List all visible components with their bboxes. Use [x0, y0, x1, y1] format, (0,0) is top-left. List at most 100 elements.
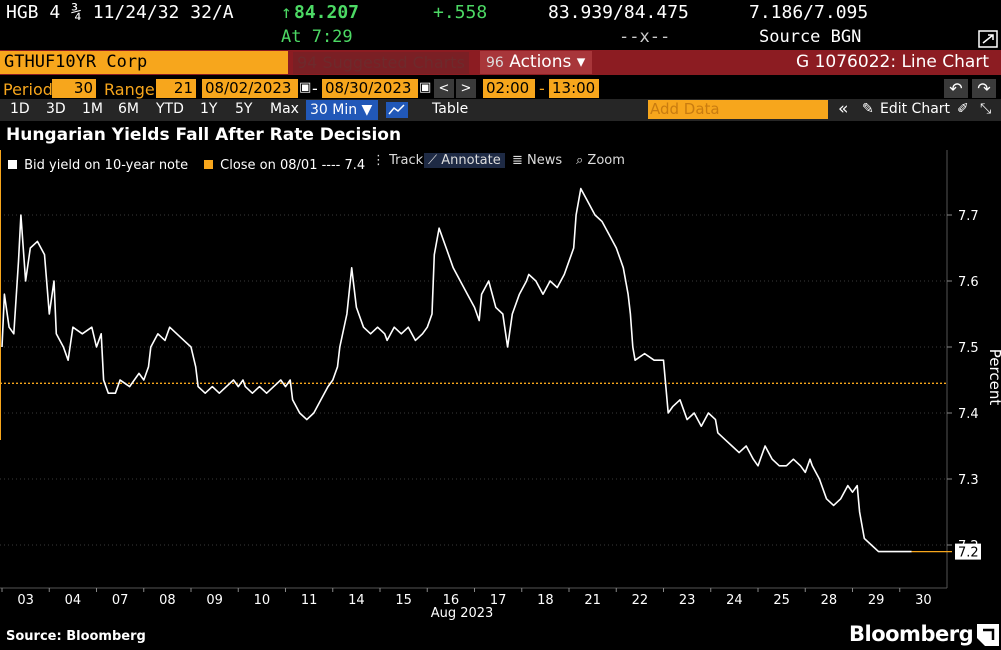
start-time-field[interactable]: 02:00 — [483, 79, 535, 98]
add-data-input[interactable]: Add Data — [648, 100, 828, 119]
period-field[interactable]: 30 — [52, 79, 96, 98]
news-icon: ≣ — [512, 153, 523, 168]
x-tick-label: 09 — [206, 593, 223, 608]
timeframe-1y[interactable]: 1Y — [200, 101, 218, 117]
edit-chart-button[interactable]: Edit Chart — [880, 101, 951, 117]
last-value-label: 7.2 — [958, 546, 979, 561]
zoom-button[interactable]: ⌕ Zoom — [576, 153, 625, 168]
start-date-field[interactable]: 08/02/2023 — [202, 79, 298, 98]
range-field[interactable]: 21 — [156, 79, 196, 98]
function-title: G 1076022: Line Chart — [796, 52, 989, 72]
track-button[interactable]: ⋮ Track — [372, 153, 423, 168]
zoom-icon: ⌕ — [576, 153, 584, 168]
x-tick-label: 17 — [490, 593, 507, 608]
x-tick-label: 25 — [773, 593, 790, 608]
controls-bar: Period 30 Range 21 08/02/2023 ▣ - 08/30/… — [0, 78, 1001, 100]
legend-item-close[interactable]: Close on 08/01 ---- 7.4 — [204, 158, 365, 173]
suggested-charts-button[interactable]: 94 Suggested Charts — [293, 52, 469, 74]
interval-dropdown[interactable]: 30 Min ▼ — [306, 100, 378, 120]
collapse-icon[interactable]: « — [838, 99, 849, 119]
quote-header: HGB 4 ¾ 11/24/32 32/A ↑ 84.207 +.558 83.… — [0, 0, 1001, 26]
zoom-label: Zoom — [587, 153, 625, 168]
pencil-icon[interactable]: ✎ — [862, 101, 874, 117]
table-button[interactable]: Table — [432, 101, 469, 117]
edit-icon[interactable]: ✐ — [957, 101, 969, 117]
legend-swatch — [204, 160, 213, 169]
x-tick-label: 16 — [443, 593, 460, 608]
x-tick-label: 08 — [159, 593, 176, 608]
bid-ask-size: --x-- — [619, 27, 671, 47]
timeframe-6m[interactable]: 6M — [118, 101, 139, 117]
price-change: +.558 — [433, 2, 488, 23]
bid-ask-yield: 7.186/7.095 — [749, 2, 869, 23]
legend-swatch — [8, 160, 17, 169]
pricing-source[interactable]: Source BGN — [759, 27, 862, 47]
price-arrow-icon: ↑ — [281, 2, 292, 23]
timeframe-max[interactable]: Max — [270, 101, 299, 117]
y-tick-label: 7.3 — [958, 473, 979, 488]
time-separator: - — [539, 79, 545, 98]
y-tick-label: 7.6 — [958, 275, 979, 290]
timeframe-3d[interactable]: 3D — [46, 101, 66, 117]
annotate-label: Annotate — [441, 153, 501, 168]
annotate-button[interactable]: ⟋ Annotate — [424, 153, 505, 168]
x-tick-label: 07 — [112, 593, 129, 608]
x-axis-title: Aug 2023 — [431, 606, 494, 621]
x-tick-label: 29 — [868, 593, 885, 608]
corner-logo-icon — [977, 624, 999, 646]
y-tick-label: 7.4 — [958, 407, 979, 422]
chart-title: Hungarian Yields Fall After Rate Decisio… — [6, 125, 402, 145]
x-tick-label: 14 — [348, 593, 365, 608]
end-date-field[interactable]: 08/30/2023 — [322, 79, 418, 98]
calendar-icon[interactable]: ▣ — [419, 80, 432, 95]
bloomberg-logo: Bloomberg — [849, 622, 974, 646]
period-label: Period — [3, 80, 53, 99]
redo-icon[interactable]: ↷ — [972, 79, 996, 98]
x-tick-label: 23 — [679, 593, 696, 608]
range-label: Range — [104, 80, 155, 99]
x-tick-label: 18 — [537, 593, 554, 608]
news-button[interactable]: ≣ News — [512, 153, 562, 168]
news-label: News — [527, 153, 563, 168]
y-tick-label: 7.7 — [958, 209, 979, 224]
timeframe-bar: 1D 3D 1M 6M YTD 1Y 5Y Max 30 Min ▼ Table… — [0, 99, 1001, 121]
end-time-field[interactable]: 13:00 — [549, 79, 599, 98]
y-tick-label: 7.5 — [958, 341, 979, 356]
date-separator: - — [312, 79, 318, 98]
next-button[interactable]: > — [456, 79, 476, 98]
timeframe-5y[interactable]: 5Y — [235, 101, 253, 117]
bid-ask-price: 83.939/84.475 — [548, 2, 689, 23]
undo-icon[interactable]: ↶ — [944, 79, 968, 98]
legend-label: Close on 08/01 ---- 7.4 — [220, 158, 366, 173]
calendar-icon[interactable]: ▣ — [299, 80, 312, 95]
x-tick-label: 11 — [301, 593, 318, 608]
prev-button[interactable]: < — [434, 79, 454, 98]
annotate-icon: ⟋ — [428, 153, 438, 168]
timeframe-ytd[interactable]: YTD — [156, 101, 184, 117]
quote-subheader: At 7:29 --x-- Source BGN — [0, 26, 1001, 50]
actions-label: Actions ▾ — [509, 52, 586, 72]
legend-item-bid-yield[interactable]: Bid yield on 10-year note — [8, 158, 188, 173]
x-tick-label: 21 — [584, 593, 601, 608]
source-note: Source: Bloomberg — [6, 629, 146, 644]
last-value-box — [955, 543, 981, 560]
security-field[interactable]: GTHUF10YR Corp — [0, 51, 288, 74]
bid-yield-series-line — [1, 187, 912, 553]
timeframe-1m[interactable]: 1M — [82, 101, 103, 117]
ticker[interactable]: HGB 4 ¾ 11/24/32 32/A — [6, 2, 234, 23]
track-label: Track — [389, 153, 424, 168]
timeframe-1d[interactable]: 1D — [10, 101, 30, 117]
security-bar: GTHUF10YR Corp 94 Suggested Charts 96 Ac… — [0, 50, 1001, 75]
legend-label: Bid yield on 10-year note — [24, 158, 189, 173]
x-tick-label: 22 — [632, 593, 649, 608]
y-axis-title: Percent — [986, 349, 1001, 406]
x-tick-label: 30 — [915, 593, 932, 608]
actions-menu[interactable]: 96 Actions ▾ — [480, 51, 592, 74]
x-tick-label: 28 — [821, 593, 838, 608]
last-price: 84.207 — [294, 2, 360, 23]
line-chart-icon[interactable] — [386, 102, 408, 118]
actions-number: 96 — [486, 55, 504, 71]
expand-icon[interactable] — [978, 30, 998, 48]
resize-icon[interactable]: ⤡ — [980, 101, 992, 117]
